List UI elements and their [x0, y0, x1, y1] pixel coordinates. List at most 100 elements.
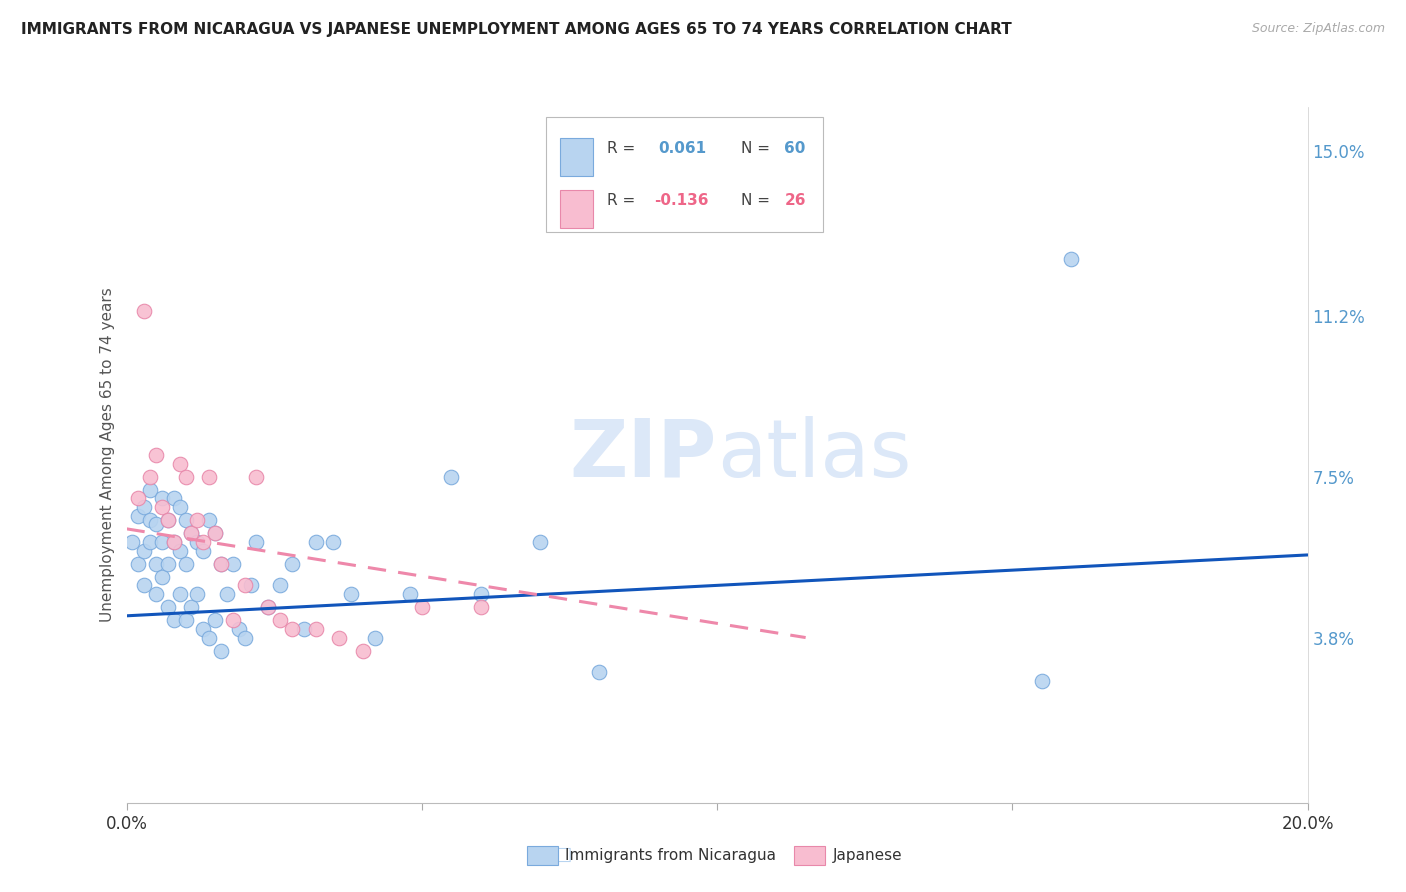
Point [257, 600, 280, 615]
Point [150, 570, 173, 584]
Point [322, 535, 344, 549]
Point [269, 578, 291, 592]
Point [269, 613, 291, 627]
Text: ZIP: ZIP [569, 416, 717, 494]
Point [1031, 674, 1053, 689]
Point [134, 578, 156, 592]
Point [139, 469, 162, 483]
Text: R =: R = [607, 194, 640, 209]
Point [150, 535, 173, 549]
Point [470, 587, 492, 601]
Point [134, 500, 156, 514]
Text: atlas: atlas [717, 416, 911, 494]
Point [281, 622, 304, 636]
Point [156, 513, 179, 527]
Point [209, 643, 232, 657]
Point [127, 508, 149, 523]
Y-axis label: Unemployment Among Ages 65 to 74 years: Unemployment Among Ages 65 to 74 years [100, 287, 115, 623]
Point [163, 535, 186, 549]
Point [399, 587, 422, 601]
Text: Source: ZipAtlas.com: Source: ZipAtlas.com [1251, 22, 1385, 36]
Point [163, 535, 186, 549]
Point [139, 535, 162, 549]
Point [198, 469, 221, 483]
Point [127, 557, 149, 571]
Text: R =: R = [607, 141, 640, 156]
Point [169, 457, 191, 471]
Point [174, 557, 197, 571]
Point [193, 622, 215, 636]
Point [193, 543, 215, 558]
Point [411, 600, 433, 615]
Point [245, 469, 267, 483]
Point [204, 526, 226, 541]
Point [245, 535, 267, 549]
Point [139, 513, 162, 527]
Point [588, 665, 610, 680]
Point [222, 557, 245, 571]
Point [340, 587, 363, 601]
Point [127, 491, 149, 506]
Point [470, 600, 492, 615]
Point [304, 622, 326, 636]
Point [186, 513, 208, 527]
Point [139, 483, 162, 497]
Point [180, 526, 202, 541]
Point [529, 535, 551, 549]
Point [352, 643, 374, 657]
Point [198, 631, 221, 645]
Text: □: □ [553, 845, 572, 864]
Text: N =: N = [741, 194, 775, 209]
Point [1060, 252, 1083, 267]
Point [193, 535, 215, 549]
Point [222, 613, 245, 627]
Point [328, 631, 350, 645]
Point [145, 448, 167, 462]
Text: 0.061: 0.061 [658, 141, 706, 156]
Point [233, 631, 256, 645]
Point [150, 491, 173, 506]
Point [156, 557, 179, 571]
Point [304, 535, 326, 549]
Point [204, 613, 226, 627]
Point [281, 557, 304, 571]
Point [363, 631, 385, 645]
Point [440, 469, 463, 483]
Point [134, 304, 156, 318]
Point [150, 500, 173, 514]
Point [209, 557, 232, 571]
Point [156, 513, 179, 527]
Point [169, 543, 191, 558]
Point [233, 578, 256, 592]
Point [169, 587, 191, 601]
Point [186, 587, 208, 601]
Point [121, 535, 143, 549]
FancyBboxPatch shape [560, 137, 593, 176]
Point [145, 557, 167, 571]
Point [134, 543, 156, 558]
Point [163, 613, 186, 627]
Point [180, 526, 202, 541]
Point [174, 613, 197, 627]
Point [228, 622, 250, 636]
Text: 26: 26 [785, 194, 806, 209]
Point [292, 622, 315, 636]
Point [198, 513, 221, 527]
Point [156, 600, 179, 615]
Text: -0.136: -0.136 [654, 194, 709, 209]
Point [186, 535, 208, 549]
Point [215, 587, 238, 601]
Point [257, 600, 280, 615]
Point [204, 526, 226, 541]
Point [180, 600, 202, 615]
Point [163, 491, 186, 506]
Point [145, 517, 167, 532]
Point [169, 500, 191, 514]
Point [174, 469, 197, 483]
Point [239, 578, 262, 592]
Point [209, 557, 232, 571]
FancyBboxPatch shape [560, 190, 593, 228]
Text: Immigrants from Nicaragua: Immigrants from Nicaragua [565, 848, 776, 863]
Point [145, 587, 167, 601]
Text: N =: N = [741, 141, 775, 156]
